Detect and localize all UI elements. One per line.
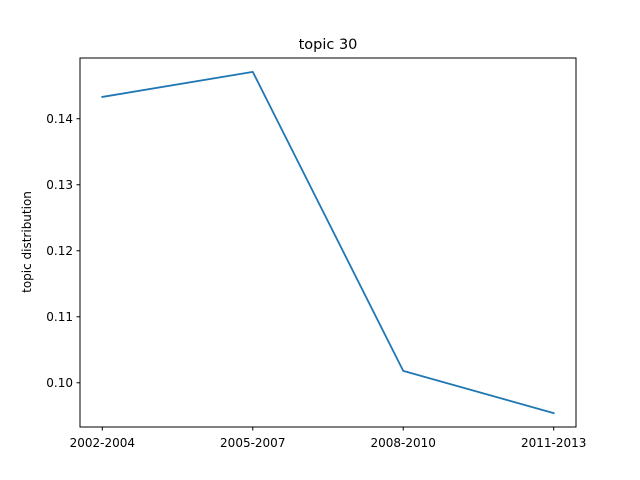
y-axis-label: topic distribution [20, 191, 34, 293]
plot-frame [79, 57, 577, 428]
y-tick-label: 0.13 [46, 178, 73, 192]
plot-area [80, 58, 576, 427]
x-axis-ticks: 2002-2004 2005-2007 2008-2010 2011-2013 [70, 427, 586, 450]
y-axis-ticks: 0.10 0.11 0.12 0.13 0.14 [46, 112, 80, 390]
series-line [101, 70, 555, 415]
x-tick-label: 2005-2007 [220, 436, 285, 450]
x-tick-label: 2008-2010 [371, 436, 436, 450]
series-lines [101, 70, 555, 415]
y-tick-label: 0.12 [46, 244, 73, 258]
y-tick-label: 0.11 [46, 310, 73, 324]
x-tick-label: 2011-2013 [521, 436, 586, 450]
y-tick-label: 0.10 [46, 376, 73, 390]
chart-title: topic 30 [299, 37, 358, 53]
y-tick-label: 0.14 [46, 112, 73, 126]
x-tick-label: 2002-2004 [70, 436, 135, 450]
